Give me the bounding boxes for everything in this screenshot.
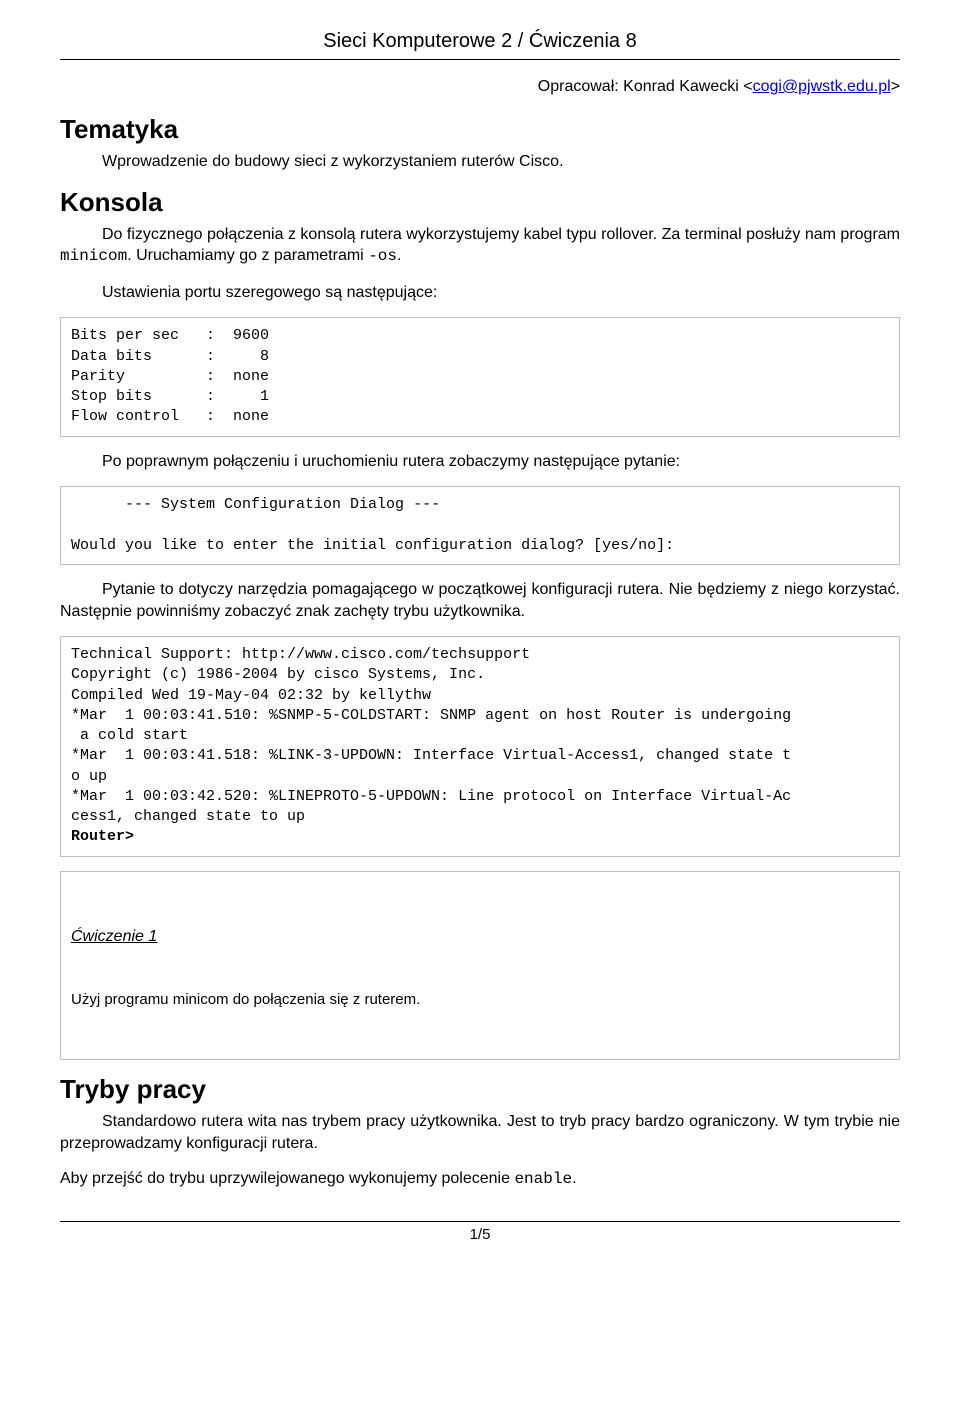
- konsola-para4: Pytanie to dotyczy narzędzia pomagająceg…: [60, 579, 900, 622]
- document-header: Sieci Komputerowe 2 / Ćwiczenia 8: [60, 30, 900, 60]
- author-email-link[interactable]: cogi@pjwstk.edu.pl: [753, 78, 891, 95]
- author-prefix: Opracował: Konrad Kawecki <: [538, 78, 753, 95]
- section-title-konsola: Konsola: [60, 187, 900, 218]
- tematyka-body: Wprowadzenie do budowy sieci z wykorzyst…: [60, 151, 900, 173]
- exercise-1-box: Ćwiczenie 1 Użyj programu minicom do poł…: [60, 871, 900, 1060]
- tryby-para2-b: .: [572, 1170, 576, 1187]
- exercise-1-body: Użyj programu minicom do połączenia się …: [71, 990, 889, 1010]
- page: Sieci Komputerowe 2 / Ćwiczenia 8 Opraco…: [0, 0, 960, 1283]
- tryby-para2: Aby przejść do trybu uprzywilejowanego w…: [60, 1168, 900, 1191]
- code-boot-prompt: Router>: [71, 828, 134, 845]
- konsola-para2: Ustawienia portu szeregowego są następuj…: [60, 282, 900, 304]
- section-title-tryby: Tryby pracy: [60, 1074, 900, 1105]
- page-footer: 1/5: [60, 1221, 900, 1243]
- code-config-dialog: --- System Configuration Dialog --- Woul…: [60, 486, 900, 565]
- tryby-para2-a: Aby przejść do trybu uprzywilejowanego w…: [60, 1170, 514, 1187]
- konsola-para1: Do fizycznego połączenia z konsolą ruter…: [60, 224, 900, 268]
- konsola-para3: Po poprawnym połączeniu i uruchomieniu r…: [60, 451, 900, 473]
- konsola-para1-code2: -os: [368, 247, 397, 265]
- code-boot-log: Technical Support: http://www.cisco.com/…: [60, 636, 900, 857]
- exercise-1-title: Ćwiczenie 1: [71, 926, 889, 948]
- konsola-para1-code1: minicom: [60, 247, 127, 265]
- tryby-para1: Standardowo rutera wita nas trybem pracy…: [60, 1111, 900, 1154]
- konsola-para1-a: Do fizycznego połączenia z konsolą ruter…: [102, 226, 900, 243]
- section-title-tematyka: Tematyka: [60, 114, 900, 145]
- code-boot-pre: Technical Support: http://www.cisco.com/…: [71, 646, 791, 825]
- tryby-para2-code: enable: [514, 1170, 572, 1188]
- konsola-para1-c: .: [397, 247, 401, 264]
- author-suffix: >: [891, 78, 900, 95]
- konsola-para1-b: . Uruchamiamy go z parametrami: [127, 247, 368, 264]
- author-line: Opracował: Konrad Kawecki <cogi@pjwstk.e…: [60, 78, 900, 96]
- code-serial-settings: Bits per sec : 9600 Data bits : 8 Parity…: [60, 317, 900, 436]
